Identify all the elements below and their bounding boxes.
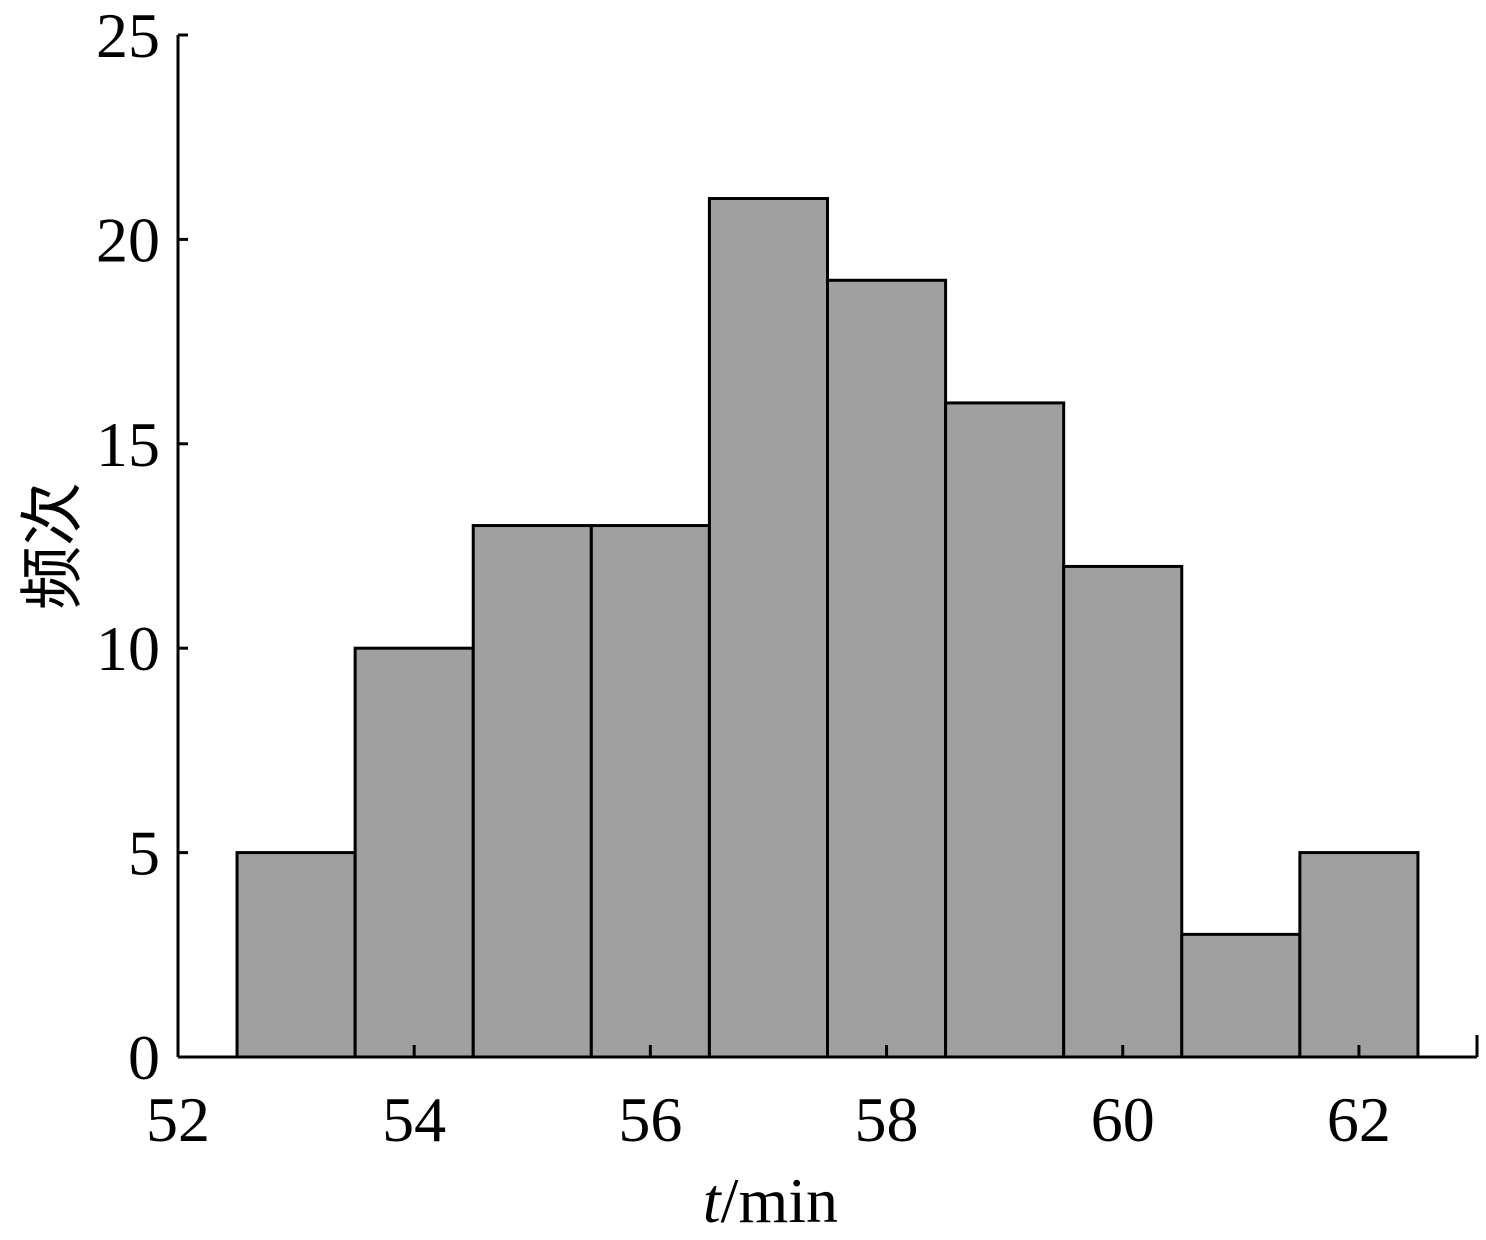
histogram-bar-54 xyxy=(353,646,475,1059)
x-axis-title-unit: /min xyxy=(721,1165,838,1236)
histogram-bar-53 xyxy=(235,851,357,1059)
x-tick-label-58: 58 xyxy=(855,1084,919,1155)
histogram-bar-60 xyxy=(1062,564,1184,1059)
histogram-bar-57 xyxy=(707,197,830,1059)
x-ticks-group: 52 54 56 58 60 62 xyxy=(146,1035,1479,1155)
y-tick-label-15: 15 xyxy=(96,409,160,480)
x-tick-label-56: 56 xyxy=(618,1084,682,1155)
bars-group xyxy=(235,197,1420,1059)
y-axis-title: 频次 xyxy=(18,482,89,610)
y-tick-label-0: 0 xyxy=(128,1022,160,1093)
y-tick-label-20: 20 xyxy=(96,204,160,275)
histogram-bar-56 xyxy=(589,524,711,1059)
x-axis-title-variable: t xyxy=(703,1165,723,1236)
y-tick-label-10: 10 xyxy=(96,613,160,684)
x-tick-label-52: 52 xyxy=(146,1084,210,1155)
y-tick-label-5: 5 xyxy=(128,818,160,889)
histogram-bar-58 xyxy=(826,278,948,1059)
histogram-bar-55 xyxy=(471,524,593,1059)
x-tick-label-54: 54 xyxy=(382,1084,446,1155)
y-ticks-group: 0 5 10 15 20 25 xyxy=(96,0,188,1093)
x-tick-label-62: 62 xyxy=(1327,1084,1391,1155)
histogram-bar-61 xyxy=(1180,932,1302,1059)
histogram-bar-59 xyxy=(944,401,1066,1059)
x-tick-label-60: 60 xyxy=(1091,1084,1155,1155)
y-tick-label-25: 25 xyxy=(96,0,160,71)
histogram-bar-62 xyxy=(1298,851,1420,1059)
x-axis-title: t/min xyxy=(703,1165,838,1236)
